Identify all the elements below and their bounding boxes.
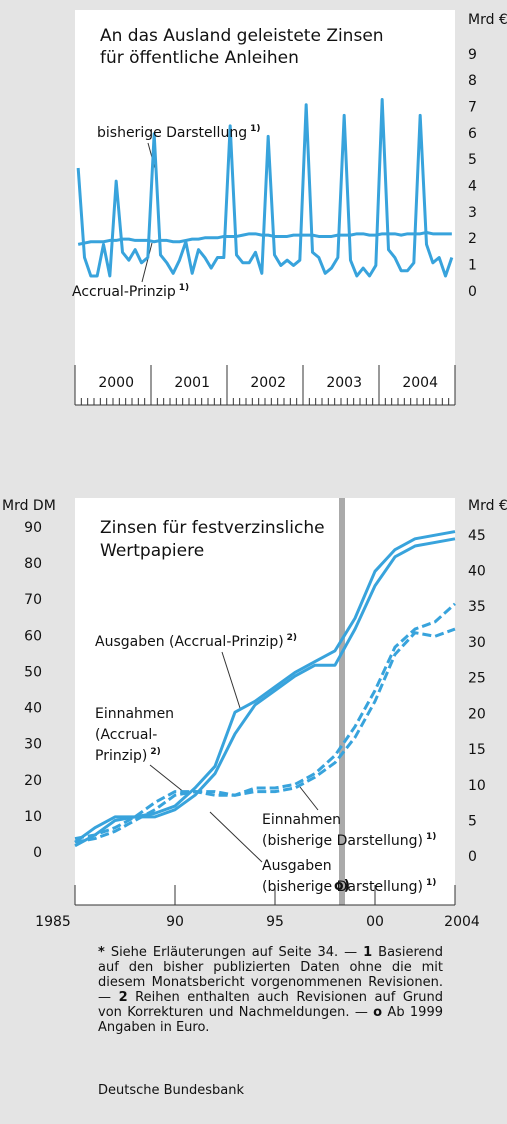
series-label: (bisherige Darstellung) 1) xyxy=(262,832,436,850)
label-text: Ausgaben xyxy=(262,858,332,874)
x-tick-label: 1985 xyxy=(35,914,71,930)
series-line xyxy=(74,602,457,841)
y-tick-label: 6 xyxy=(468,126,477,142)
footnote: * Siehe Erläuterungen auf Seite 34. — 1 … xyxy=(98,945,443,1035)
y-tick-label: 4 xyxy=(468,178,477,194)
plot-area-bottom xyxy=(75,498,455,905)
y-tick-label: 1 xyxy=(468,257,477,273)
y2-tick-label: 45 xyxy=(468,528,486,544)
footnote-text: 1 xyxy=(363,945,373,960)
chart-title: An das Ausland geleistete Zinsen xyxy=(100,26,384,46)
y2-tick-label: 25 xyxy=(468,671,486,687)
footnote-text: 2 xyxy=(118,990,128,1005)
series-line xyxy=(74,627,456,844)
y2-tick-label: 15 xyxy=(468,742,486,758)
footnote-text: Ab 1999 Angaben in Euro. xyxy=(98,1005,443,1035)
y-tick-label: 2 xyxy=(468,231,477,247)
series-label: Einnahmen xyxy=(262,812,341,828)
y-tick-label: 5 xyxy=(468,152,477,168)
x-tick-label: 95 xyxy=(266,914,284,930)
chart-title: Zinsen für festverzinsliche xyxy=(100,518,325,538)
x-tick-label: 00 xyxy=(366,914,384,930)
y2-unit: Mrd € xyxy=(468,498,507,514)
y2-tick-label: 40 xyxy=(468,564,486,580)
series-label: Einnahmen xyxy=(95,706,174,722)
label-note: 1) xyxy=(179,283,189,293)
source: Deutsche Bundesbank xyxy=(98,1083,245,1098)
label-note: 1) xyxy=(426,878,436,888)
y-tick-label: 7 xyxy=(468,99,477,115)
x-tick-label: 2003 xyxy=(326,375,362,391)
footnote-text: o xyxy=(373,1005,383,1020)
y-tick-label: 3 xyxy=(468,205,477,221)
x-tick-label: 2002 xyxy=(250,375,286,391)
y-tick-label: 90 xyxy=(24,520,42,536)
series-label: Prinzip) 2) xyxy=(95,747,161,765)
y-tick-label: 40 xyxy=(24,701,42,717)
euro-break-band xyxy=(339,498,345,905)
label-text: Prinzip) xyxy=(95,748,147,764)
footnote-text: Siehe Erläuterungen auf Seite 34. — xyxy=(104,945,364,960)
euro-marker: o) xyxy=(334,878,350,894)
y2-tick-label: 30 xyxy=(468,635,486,651)
charts: An das Ausland geleistete Zinsen für öff… xyxy=(2,10,507,930)
leader xyxy=(141,242,153,283)
label-text: (bisherige Darstellung) xyxy=(262,833,423,849)
label-text: Einnahmen xyxy=(262,812,341,828)
leader xyxy=(221,651,241,709)
series-line xyxy=(77,231,452,246)
y-tick-label: 8 xyxy=(468,73,477,89)
y-tick-label: 80 xyxy=(24,556,42,572)
label-text: Einnahmen xyxy=(95,706,174,722)
y-tick-label: 60 xyxy=(24,628,42,644)
leaders xyxy=(141,142,319,863)
y2-tick-label: 0 xyxy=(468,849,477,865)
y-tick-label: 30 xyxy=(24,737,42,753)
series-label: (bisherige Darstellung) 1) xyxy=(262,878,436,896)
series-line xyxy=(74,537,456,848)
y-tick-label: 9 xyxy=(468,47,477,63)
footnote-text: Reihen enthalten auch Revisionen auf Gru… xyxy=(98,990,444,1020)
label-note: 1) xyxy=(426,832,436,842)
x-tick-label: 2004 xyxy=(402,375,438,391)
chart-title: Wertpapiere xyxy=(100,541,204,561)
leader xyxy=(299,786,319,811)
series-line xyxy=(76,98,454,278)
label-text: (Accrual- xyxy=(95,727,157,743)
y-tick-label: 0 xyxy=(33,845,42,861)
footnote-text: * xyxy=(98,945,105,960)
y2-tick-label: 35 xyxy=(468,599,486,615)
y-tick-label: 50 xyxy=(24,664,42,680)
label-note: 2) xyxy=(287,633,297,643)
y2-tick-label: 20 xyxy=(468,706,486,722)
y2-tick-label: 5 xyxy=(468,813,477,829)
label-text: Ausgaben (Accrual-Prinzip) xyxy=(95,634,284,650)
y-tick-label: 20 xyxy=(24,773,42,789)
label-note: 2) xyxy=(150,747,160,757)
series-label: Ausgaben (Accrual-Prinzip) 2) xyxy=(95,633,297,651)
y-tick-label: 0 xyxy=(468,284,477,300)
leader xyxy=(209,811,263,863)
y2-tick-label: 10 xyxy=(468,778,486,794)
y-unit: Mrd DM xyxy=(2,498,56,514)
x-tick-label: 2000 xyxy=(98,375,134,391)
chart-title: für öffentliche Anleihen xyxy=(100,48,299,68)
series-label: (Accrual- xyxy=(95,727,157,743)
label-text: bisherige Darstellung xyxy=(97,125,247,141)
label-text: (bisherige Darstellung) xyxy=(262,879,423,895)
series-label: bisherige Darstellung 1) xyxy=(97,124,260,142)
leader xyxy=(149,764,186,794)
y-tick-label: 70 xyxy=(24,592,42,608)
series-label: Ausgaben xyxy=(262,858,332,874)
series-label: Accrual-Prinzip 1) xyxy=(72,283,189,301)
footnote-text: Basierend auf den bisher publizierten Da… xyxy=(98,945,443,1005)
x-tick-label: 90 xyxy=(166,914,184,930)
x-tick-label: 2001 xyxy=(174,375,210,391)
y-unit: Mrd € xyxy=(468,12,507,28)
label-note: 1) xyxy=(250,124,260,134)
label-text: Accrual-Prinzip xyxy=(72,284,176,300)
x-tick-label: 2004 xyxy=(444,914,480,930)
y-tick-label: 10 xyxy=(24,809,42,825)
